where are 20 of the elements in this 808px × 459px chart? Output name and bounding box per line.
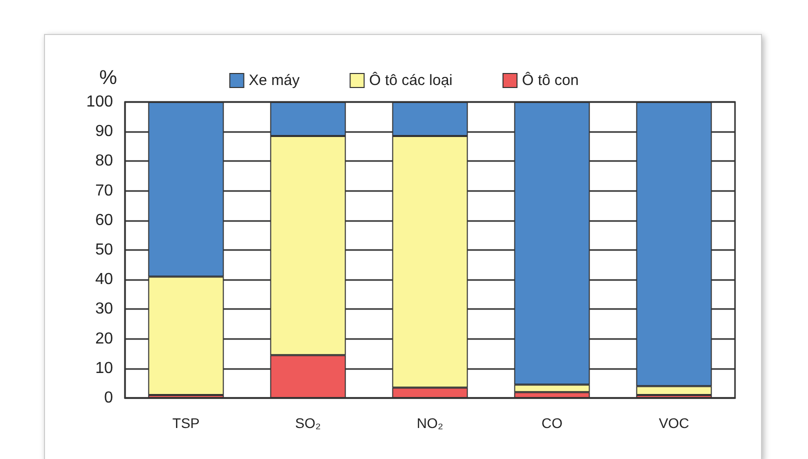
- y-tick-label: 30: [95, 300, 114, 318]
- legend-label: Ô tô các loại: [369, 71, 453, 89]
- y-axis-title: %: [99, 67, 118, 89]
- y-tick-label: 100: [86, 94, 114, 110]
- y-tick-label: 0: [104, 390, 114, 406]
- legend-label: Ô tô con: [522, 71, 579, 89]
- y-tick-label: 90: [95, 123, 114, 140]
- y-tick-label: 20: [95, 330, 114, 348]
- y-tick-label: 40: [95, 271, 114, 288]
- x-tick-label: TSP: [172, 415, 200, 431]
- y-tick-label: 70: [95, 182, 114, 200]
- y-tick-label: 10: [95, 360, 114, 377]
- y-tick-label: 80: [95, 152, 114, 170]
- x-tick-label: SO₂: [295, 415, 321, 431]
- y-tick-label: 60: [95, 212, 114, 229]
- x-tick-label: VOC: [658, 415, 690, 431]
- legend-label: Xe máy: [248, 72, 300, 89]
- x-tick-label: CO: [542, 415, 563, 431]
- x-tick-label: NO₂: [416, 415, 444, 431]
- y-tick-label: 50: [95, 242, 114, 258]
